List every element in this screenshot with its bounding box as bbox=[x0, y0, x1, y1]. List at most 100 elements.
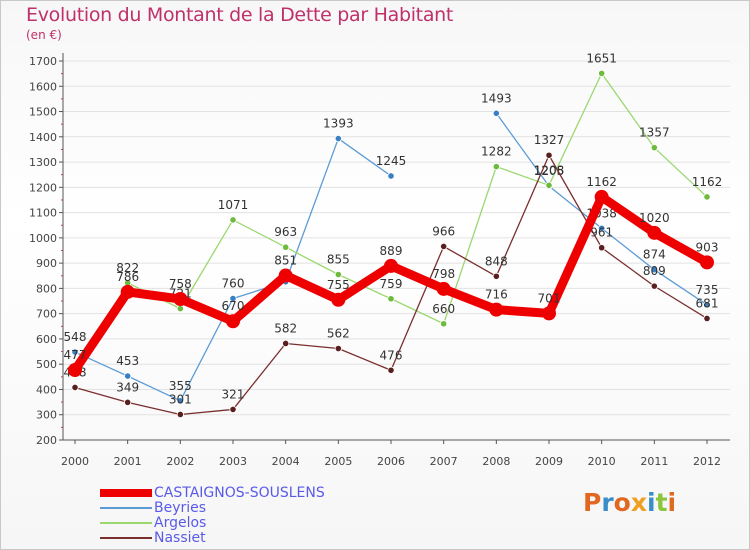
data-point bbox=[703, 193, 711, 201]
series-nassiet: 4083493013215825624769668481327961809681 bbox=[64, 133, 718, 419]
y-tick-label: 1700 bbox=[29, 55, 57, 68]
logo-letter: i bbox=[647, 488, 656, 517]
data-point bbox=[226, 314, 240, 329]
data-point bbox=[384, 258, 398, 273]
data-label: 966 bbox=[432, 224, 455, 238]
data-label: 1071 bbox=[218, 198, 249, 212]
data-point bbox=[440, 242, 448, 251]
data-label: 735 bbox=[696, 283, 719, 297]
data-label: 1020 bbox=[639, 211, 670, 225]
data-label: 809 bbox=[643, 264, 666, 278]
data-point bbox=[492, 272, 500, 280]
x-tick-label: 2012 bbox=[693, 455, 721, 468]
logo-letter: i bbox=[667, 488, 677, 517]
data-point bbox=[647, 225, 662, 240]
data-point bbox=[387, 366, 395, 374]
y-tick-label: 600 bbox=[36, 333, 57, 346]
x-tick-label: 2010 bbox=[588, 455, 616, 468]
x-tick-label: 2008 bbox=[482, 455, 510, 468]
chart-title: Evolution du Montant de la Dette par Hab… bbox=[26, 4, 454, 26]
data-point bbox=[598, 244, 606, 252]
data-point bbox=[176, 397, 184, 405]
data-label: 476 bbox=[380, 348, 403, 362]
data-point bbox=[387, 172, 395, 180]
data-point bbox=[124, 372, 132, 380]
data-label: 701 bbox=[538, 291, 561, 305]
series-castaignos-souslens: 477 786 758 670 851 755 889 798 716 701 1162 1020 90… bbox=[64, 175, 718, 378]
data-point bbox=[650, 266, 658, 274]
x-tick-label: 2003 bbox=[219, 455, 247, 468]
data-point bbox=[703, 301, 711, 309]
y-tick-label: 1500 bbox=[29, 106, 57, 119]
y-tick-label: 400 bbox=[36, 383, 57, 396]
y-tick-label: 200 bbox=[36, 434, 57, 447]
y-tick-label: 500 bbox=[36, 358, 57, 371]
data-point bbox=[489, 302, 504, 317]
y-tick-label: 1400 bbox=[29, 131, 57, 144]
data-point bbox=[120, 284, 135, 299]
y-tick-label: 900 bbox=[36, 257, 57, 270]
data-label: 755 bbox=[327, 278, 350, 292]
data-point bbox=[594, 189, 609, 204]
data-label: 822 bbox=[116, 261, 139, 275]
data-point bbox=[176, 410, 184, 419]
data-label: 1493 bbox=[481, 91, 512, 105]
data-point bbox=[598, 69, 606, 77]
data-label: 889 bbox=[380, 244, 403, 258]
data-label: 1393 bbox=[323, 117, 354, 131]
data-label: 848 bbox=[485, 254, 508, 268]
series-line bbox=[74, 72, 708, 375]
data-point bbox=[229, 294, 237, 303]
data-point bbox=[278, 268, 293, 283]
data-point bbox=[282, 243, 290, 251]
legend-item: Argelos bbox=[100, 515, 206, 531]
y-tick-label: 1300 bbox=[29, 156, 57, 169]
data-label: 716 bbox=[485, 288, 508, 302]
chart-subtitle: (en €) bbox=[26, 28, 62, 42]
data-label: 321 bbox=[222, 387, 245, 401]
data-label: 1162 bbox=[586, 175, 617, 189]
legend-label: Argelos bbox=[154, 515, 207, 531]
data-point bbox=[387, 295, 395, 303]
data-label: 660 bbox=[432, 302, 455, 316]
data-point bbox=[545, 151, 553, 159]
data-point bbox=[229, 405, 237, 414]
logo-letter: P bbox=[583, 488, 602, 517]
y-tick-label: 1000 bbox=[29, 232, 57, 245]
y-tick-label: 1100 bbox=[29, 207, 57, 220]
data-point bbox=[176, 305, 184, 313]
data-point bbox=[542, 306, 556, 321]
data-label: 760 bbox=[222, 277, 245, 291]
data-label: 477 bbox=[64, 348, 87, 362]
data-point bbox=[71, 348, 79, 356]
data-label: 1162 bbox=[692, 175, 723, 189]
data-label: 1245 bbox=[376, 154, 407, 168]
y-tick-label: 800 bbox=[36, 282, 57, 295]
legend-label: CASTAIGNOS-SOUSLENS bbox=[154, 485, 325, 501]
data-point bbox=[492, 163, 500, 171]
logo-letter: t bbox=[655, 488, 668, 517]
data-point bbox=[124, 398, 132, 406]
x-tick-label: 2011 bbox=[640, 455, 668, 468]
data-point bbox=[440, 320, 448, 328]
data-point bbox=[650, 144, 658, 152]
y-tick-label: 1200 bbox=[29, 181, 57, 194]
proxiti-logo: Proxiti bbox=[583, 488, 676, 517]
y-tick-label: 700 bbox=[36, 308, 57, 321]
x-tick-label: 2004 bbox=[272, 455, 300, 468]
data-label: 1327 bbox=[534, 133, 565, 147]
data-point bbox=[650, 282, 658, 290]
legend-item: Nassiet bbox=[100, 530, 206, 546]
data-label: 548 bbox=[64, 330, 87, 344]
data-point bbox=[334, 270, 342, 279]
data-point bbox=[703, 314, 711, 323]
data-point bbox=[68, 363, 82, 378]
data-label: 798 bbox=[432, 267, 455, 281]
data-label: 355 bbox=[169, 379, 192, 393]
x-tick-label: 2009 bbox=[535, 455, 563, 468]
data-label: 851 bbox=[274, 254, 297, 268]
data-label: 582 bbox=[274, 321, 297, 335]
data-point bbox=[436, 281, 451, 296]
data-point bbox=[282, 339, 290, 348]
